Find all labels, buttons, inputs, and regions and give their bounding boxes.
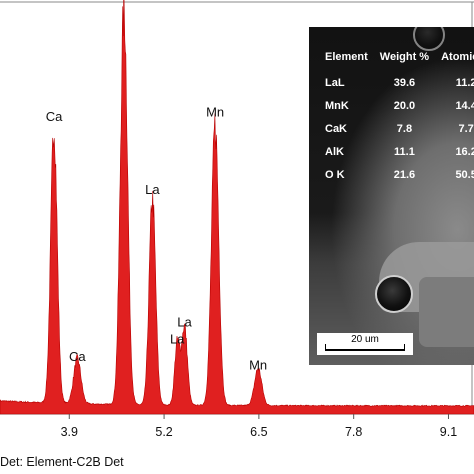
scale-bar: 20 um xyxy=(317,333,413,355)
peak-label: La xyxy=(177,315,192,330)
scale-bar-ticks xyxy=(325,344,405,351)
detector-label: Det: Element-C2B Det xyxy=(0,455,124,469)
cell-element: LaL xyxy=(325,77,345,89)
x-tick-label: 7.8 xyxy=(345,425,362,439)
peak-label: Mn xyxy=(206,105,224,120)
composition-table: Element Weight % Atomic % LaL 39.6 11.2 … xyxy=(319,51,474,192)
header-element: Element xyxy=(325,51,368,63)
peak-label: Mn xyxy=(249,357,267,372)
composition-row: O K 21.6 50.5 xyxy=(319,169,474,192)
cell-weight: 21.6 xyxy=(393,169,416,181)
cell-weight: 11.1 xyxy=(394,146,415,158)
cell-atomic: 7.7 xyxy=(458,123,474,135)
pore xyxy=(413,27,445,51)
cell-weight: 7.8 xyxy=(396,123,413,135)
sem-inset: Element Weight % Atomic % LaL 39.6 11.2 … xyxy=(309,27,474,365)
cell-element: CaK xyxy=(325,123,348,135)
scale-bar-line xyxy=(325,349,405,351)
header-atomic: Atomic % xyxy=(441,51,474,63)
cell-atomic: 11.2 xyxy=(455,77,474,89)
pore xyxy=(375,275,413,313)
cell-element: O K xyxy=(325,169,345,181)
cell-element: MnK xyxy=(325,100,349,112)
peak-label: La xyxy=(145,182,160,197)
cell-element: AlK xyxy=(325,146,344,158)
composition-row: CaK 7.8 7.7 xyxy=(319,123,474,146)
cell-weight: 20.0 xyxy=(393,100,416,112)
x-tick-label: 5.2 xyxy=(155,425,172,439)
cell-atomic: 50.5 xyxy=(455,169,474,181)
cell-atomic: 16.2 xyxy=(455,146,474,158)
peak-label: Ca xyxy=(69,349,86,364)
peak-label: Ca xyxy=(46,109,63,124)
composition-row: AlK 11.1 16.2 xyxy=(319,146,474,169)
composition-row: MnK 20.0 14.4 xyxy=(319,100,474,123)
grain-region xyxy=(419,277,474,347)
cell-weight: 39.6 xyxy=(393,77,416,89)
composition-header-row: Element Weight % Atomic % xyxy=(319,51,474,77)
scale-bar-label: 20 um xyxy=(351,334,379,345)
x-tick-label: 6.5 xyxy=(250,425,267,439)
composition-row: LaL 39.6 11.2 xyxy=(319,77,474,100)
header-weight: Weight % xyxy=(379,51,430,63)
cell-atomic: 14.4 xyxy=(455,100,474,112)
peak-label: La xyxy=(170,332,185,347)
x-tick-label: 3.9 xyxy=(61,425,78,439)
spectrum-area xyxy=(0,0,474,415)
x-tick-label: 9.1 xyxy=(440,425,457,439)
